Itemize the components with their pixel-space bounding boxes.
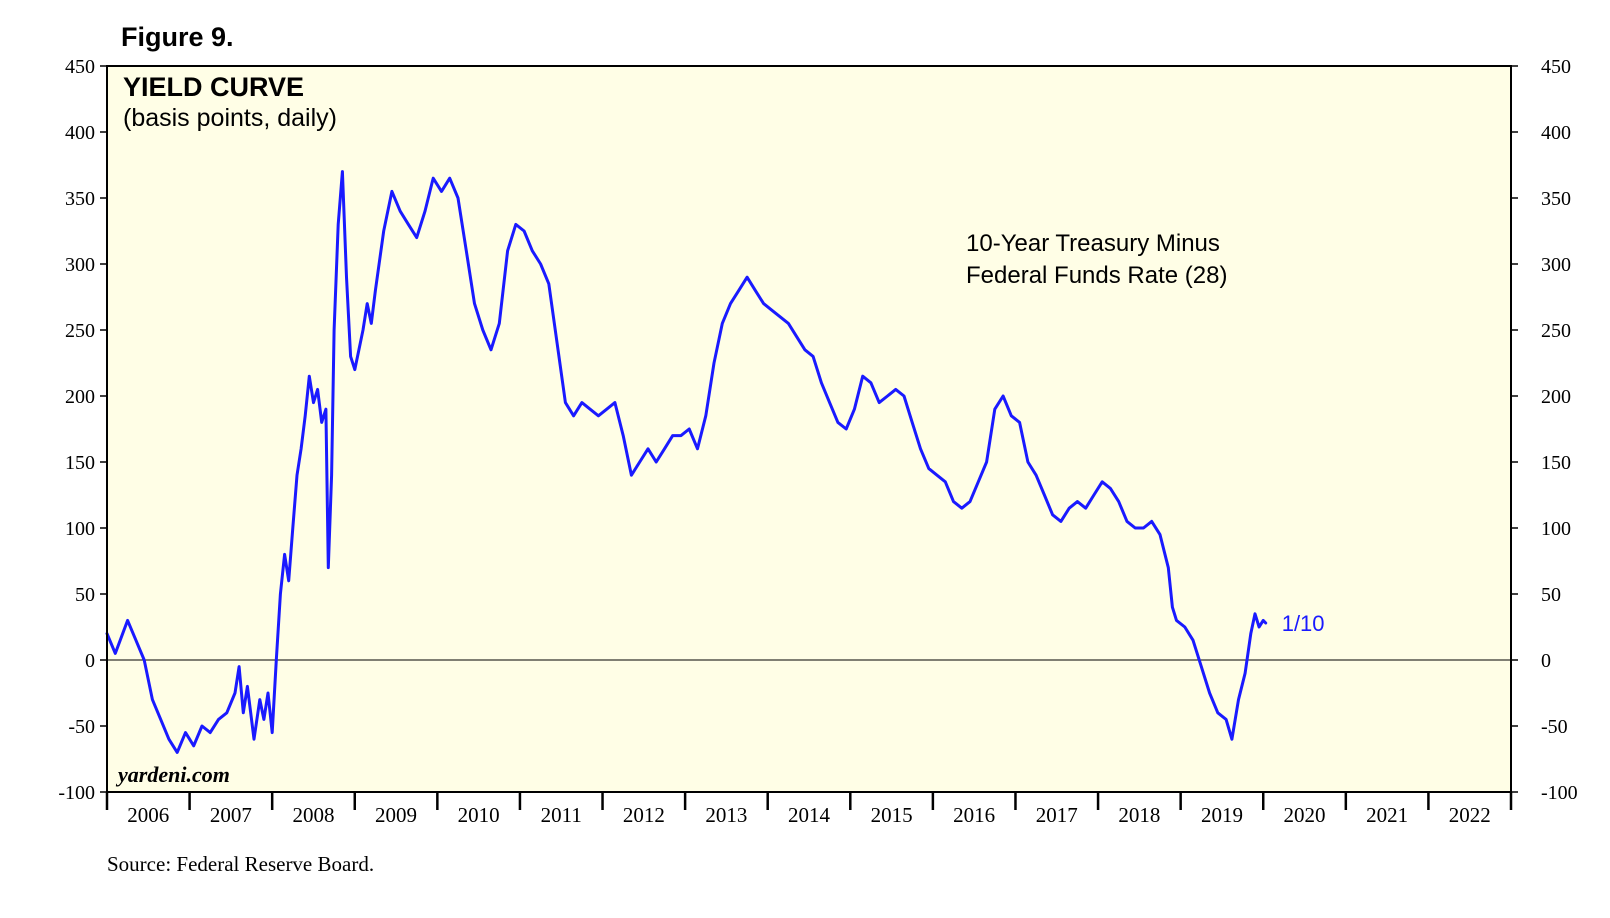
series-layer [105, 170, 1268, 754]
x-tick-label: 2011 [541, 803, 582, 827]
y-tick-label-left: 300 [65, 254, 95, 276]
y-tick-label-left: 0 [85, 650, 95, 672]
y-tick-label-left: 50 [75, 584, 95, 606]
y-tick-label-left: 100 [65, 518, 95, 540]
y-tick-label-right: -100 [1541, 782, 1578, 804]
x-tick-label: 2007 [210, 803, 252, 827]
y-tick-label-right: 50 [1541, 584, 1561, 606]
y-tick-label-right: -50 [1541, 716, 1568, 738]
y-tick-label-right: 250 [1541, 320, 1571, 342]
x-tick-label: 2010 [458, 803, 500, 827]
y-tick-label-left: -50 [68, 716, 95, 738]
y-axis-left: -100 -50 0 50 100 150 200 250 300 350 400 450 [58, 56, 107, 804]
y-tick-label-right: 350 [1541, 188, 1571, 210]
x-tick-label: 2022 [1449, 803, 1491, 827]
series-line-10y-minus-fed-funds [105, 170, 1268, 754]
y-tick-label-left: 400 [65, 122, 95, 144]
y-tick-label-right: 100 [1541, 518, 1571, 540]
watermark-yardeni: yardeni.com [115, 762, 230, 787]
source-note: Source: Federal Reserve Board. [107, 852, 374, 876]
y-tick-label-left: 350 [65, 188, 95, 210]
y-tick-label-right: 300 [1541, 254, 1571, 276]
x-axis: 2006 2007 2008 2009 2010 2011 2012 2013 2014 2015… [105, 792, 1513, 827]
plot-area [107, 66, 1511, 792]
chart-title: YIELD CURVE [123, 72, 304, 102]
y-tick-label-right: 450 [1541, 56, 1571, 78]
y-tick-label-left: 200 [65, 386, 95, 408]
y-tick-label-left: -100 [58, 782, 95, 804]
y-tick-label-right: 400 [1541, 122, 1571, 144]
series-annotation-line-2: Federal Funds Rate (28) [966, 262, 1227, 289]
x-tick-label: 2019 [1201, 803, 1243, 827]
plot-frame [106, 65, 1512, 793]
x-tick-label: 2016 [953, 803, 995, 827]
y-tick-label-left: 150 [65, 452, 95, 474]
x-tick-label: 2012 [623, 803, 665, 827]
y-tick-label-left: 450 [65, 56, 95, 78]
x-tick-label: 2021 [1366, 803, 1408, 827]
y-tick-label-left: 250 [65, 320, 95, 342]
figure-label: Figure 9. [121, 22, 234, 52]
x-tick-label: 2014 [788, 803, 831, 827]
chart-subtitle: (basis points, daily) [123, 104, 337, 132]
y-tick-label-right: 200 [1541, 386, 1571, 408]
x-tick-label: 2013 [705, 803, 747, 827]
y-tick-label-right: 150 [1541, 452, 1571, 474]
y-axis-right: -100 -50 0 50 100 150 200 250 300 350 400 450 [1511, 56, 1578, 804]
x-tick-label: 2015 [871, 803, 913, 827]
series-annotation-line-1: 10-Year Treasury Minus [966, 230, 1220, 257]
x-tick-label: 2009 [375, 803, 417, 827]
y-tick-label-right: 0 [1541, 650, 1551, 672]
x-tick-label: 2017 [1036, 803, 1078, 827]
series-end-label: 1/10 [1282, 611, 1325, 636]
x-tick-label: 2006 [127, 803, 169, 827]
x-tick-label: 2008 [292, 803, 334, 827]
x-tick-label: 2020 [1284, 803, 1326, 827]
x-tick-label: 2018 [1118, 803, 1160, 827]
